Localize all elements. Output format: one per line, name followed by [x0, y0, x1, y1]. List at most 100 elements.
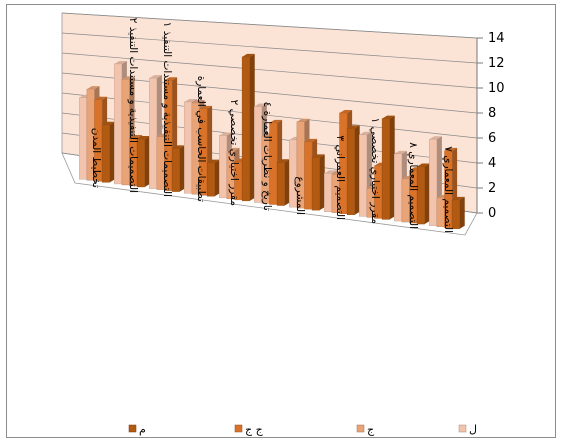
y-tick-label: 6	[488, 131, 496, 146]
y-tick-label: 8	[488, 106, 496, 121]
bar-front	[149, 77, 158, 189]
category-label: التصميمات التنفيذية و مستندات التنفيذ ٢	[127, 18, 139, 193]
bar-front	[416, 166, 425, 225]
x-axis-labels: تخطيط المدن التصميمات التنفيذية و مستندات…	[90, 18, 454, 233]
bar-side	[354, 125, 360, 215]
bar-top	[417, 163, 430, 167]
bar-front	[444, 150, 453, 228]
bar-front	[114, 63, 123, 185]
bar-front	[199, 108, 208, 196]
bar-top	[191, 100, 205, 104]
category-label: التصميم المعماري ٨	[407, 142, 419, 229]
bar-top	[296, 118, 310, 122]
bar	[101, 121, 115, 183]
bar-front	[451, 199, 460, 229]
bar-top	[429, 136, 442, 140]
bar-front	[79, 97, 88, 180]
bar-top	[304, 138, 318, 142]
gridline	[61, 12, 478, 39]
legend-label: ج ج	[245, 423, 264, 436]
bar-front	[121, 79, 130, 186]
bar-side	[179, 145, 185, 192]
bar-top	[324, 170, 337, 174]
chart-area: 0 2 4 6 8 10 12 14 تخطيط المدن التصميمات التنفيذ…	[6, 4, 556, 438]
y-tick-label: 4	[488, 156, 496, 171]
category-label: تطبيقات الحاسب في العمارة	[195, 76, 207, 202]
bar-front	[206, 162, 215, 197]
y-tick-label: 0	[488, 206, 496, 221]
bar-top	[199, 105, 213, 109]
bar-front	[241, 56, 250, 202]
y-tick-label: 14	[488, 31, 505, 46]
bar-top	[277, 159, 290, 163]
bar	[241, 53, 255, 202]
gridline	[61, 52, 478, 89]
bar-top	[114, 60, 127, 64]
bar	[416, 163, 430, 225]
bar-front	[101, 124, 110, 183]
bar	[346, 125, 360, 215]
bar-top	[452, 196, 465, 200]
legend-label: ل	[469, 423, 477, 436]
category-label: المشروع	[294, 176, 306, 215]
bar-front	[381, 118, 390, 220]
category-label: تاريخ و نظريات العمارة ٤	[261, 102, 273, 211]
bar-side	[284, 159, 290, 206]
y-tick-label: 2	[488, 181, 496, 196]
bar-top	[86, 86, 100, 90]
legend-swatch	[356, 424, 365, 433]
bar	[381, 115, 395, 220]
bar-front	[394, 153, 403, 222]
bar	[171, 145, 185, 192]
category-label: التصميم العمراني ٣	[334, 135, 346, 220]
bar-top	[226, 147, 240, 151]
bar-side	[389, 115, 395, 220]
legend-label: م	[139, 423, 146, 436]
bar-top	[444, 147, 458, 151]
y-axis-ticks: 0 2 4 6 8 10 12 14	[477, 31, 505, 221]
bar-top	[394, 150, 407, 154]
category-label: تخطيط المدن	[90, 128, 102, 188]
bar-side	[144, 135, 150, 187]
bar	[136, 135, 150, 188]
bar-top	[219, 132, 232, 136]
bar-top	[102, 121, 115, 125]
bar-front	[346, 128, 355, 215]
bar-top	[94, 96, 108, 100]
bar-front	[324, 173, 333, 212]
bar-top	[339, 109, 353, 113]
bar-side	[109, 121, 115, 183]
bar-top	[207, 159, 220, 163]
bar-front	[136, 138, 145, 188]
bar-front	[429, 139, 438, 226]
category-label: التصميم المعماري ٧	[442, 146, 454, 233]
legend-item: ج	[356, 423, 375, 436]
bar-top	[149, 75, 162, 79]
legend-label: ج	[367, 423, 375, 436]
bar-front	[171, 148, 180, 192]
y-tick-label: 12	[488, 56, 505, 71]
bar-top	[359, 131, 372, 135]
bar-top	[121, 76, 135, 80]
bar-side	[214, 159, 220, 197]
bar	[206, 159, 220, 197]
bar-side	[319, 154, 325, 211]
legend-item: م	[128, 423, 146, 436]
legend-item: ج ج	[234, 423, 264, 436]
legend-swatch	[128, 424, 137, 433]
bar-top	[172, 145, 185, 149]
bar-chart: 0 2 4 6 8 10 12 14 تخطيط المدن التصميمات التنفيذ…	[61, 12, 505, 436]
bar-front	[219, 135, 228, 199]
gridline	[61, 32, 478, 64]
category-label: مقرر اختياري تخصصي ٢	[228, 100, 240, 206]
bar-front	[164, 79, 173, 191]
bar-top	[242, 53, 255, 57]
bar-front	[311, 157, 320, 211]
bar-side	[459, 196, 465, 229]
legend-item: ل	[458, 423, 477, 436]
bar-top	[137, 135, 150, 139]
bar	[276, 159, 290, 206]
bar-side	[249, 53, 255, 201]
bar-front	[184, 101, 193, 194]
